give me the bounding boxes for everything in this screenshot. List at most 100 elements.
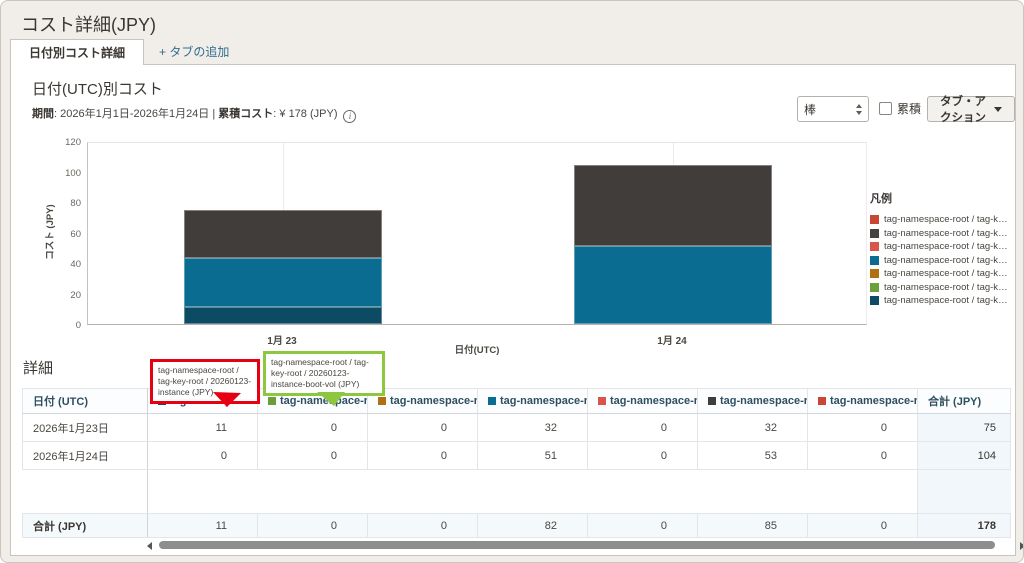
footer-value: 0: [807, 513, 918, 538]
legend-title: 凡例: [870, 193, 892, 205]
cell-value: 0: [587, 413, 698, 442]
legend-item[interactable]: tag-namespace-root / tag-ke…: [870, 240, 1016, 254]
annotation-arrow-red-icon: [213, 392, 241, 407]
tab-daily-cost-details[interactable]: 日付別コスト詳細: [10, 39, 145, 65]
cell-value: 0: [587, 441, 698, 470]
scrollbar-thumb[interactable]: [159, 541, 995, 549]
cell-row-total: 104: [917, 441, 1011, 470]
bar-segment[interactable]: [184, 307, 382, 324]
y-tick-label: 120: [65, 137, 81, 148]
footer-grand-total: 178: [917, 513, 1011, 538]
column-header-tag-label: tag-namespace-r…: [280, 395, 367, 407]
empty-cell: [147, 469, 258, 514]
footer-value: 0: [367, 513, 478, 538]
y-tick-label: 0: [75, 320, 81, 331]
cell-value: 51: [477, 441, 588, 470]
legend-swatch-icon: [870, 242, 879, 252]
cell-value: 0: [807, 413, 918, 442]
legend-swatch-icon: [870, 228, 879, 238]
detail-table: 日付 (UTC) tag-namespace-r… tag-namespace-r……: [22, 388, 1011, 538]
cost-panel-card: 日付(UTC)別コスト 期間: 2026年1月1日-2026年1月24日 | 累…: [10, 64, 1023, 556]
cumulative-control: 累積: [879, 100, 921, 117]
bar-segment[interactable]: [574, 246, 772, 324]
table-row: 2026年1月24日 0 0 0 51 0 53 0 104: [22, 441, 1011, 470]
legend-item[interactable]: tag-namespace-root / tag-ke…: [870, 254, 1016, 268]
bar-segment[interactable]: [574, 165, 772, 247]
column-header-tag: tag-namespace-r…: [587, 388, 698, 414]
annotation-callout-green: tag-namespace-root / tag-key-root / 2026…: [263, 351, 385, 396]
cell-value: 32: [477, 413, 588, 442]
chart-type-select[interactable]: 棒: [797, 96, 869, 122]
cell-row-total: 75: [917, 413, 1011, 442]
legend-item[interactable]: tag-namespace-root / tag-ke…: [870, 267, 1016, 281]
bar-segment[interactable]: [184, 209, 382, 259]
horizontal-scrollbar: [147, 539, 1023, 551]
empty-cell: [587, 469, 698, 514]
y-tick-label: 80: [70, 198, 81, 209]
empty-cell: [477, 469, 588, 514]
chart-type-value: 棒: [804, 102, 817, 117]
select-stepper-icon: [856, 103, 862, 115]
y-tick-label: 100: [65, 167, 81, 179]
legend-item-label: tag-namespace-root / tag-ke…: [884, 241, 1012, 253]
column-header-total: 合計 (JPY): [917, 388, 1011, 414]
empty-cell: [367, 469, 478, 514]
legend-swatch-icon: [870, 269, 879, 279]
column-swatch-icon: [708, 396, 716, 405]
x-axis-title: 日付(UTC): [454, 345, 500, 356]
period-label: 期間: [32, 108, 54, 120]
column-header-tag-label: tag-namespace-r…: [500, 395, 587, 407]
add-tab-label: + タブの追加: [159, 45, 230, 59]
empty-cell: [697, 469, 808, 514]
tab-strip: 日付別コスト詳細 + タブの追加: [1, 39, 1023, 65]
column-header-tag-label: tag-namespace-r…: [610, 395, 697, 407]
footer-value: 0: [587, 513, 698, 538]
scroll-left-icon[interactable]: [147, 542, 152, 550]
cell-value: 32: [697, 413, 808, 442]
legend-item[interactable]: tag-namespace-root / tag-ke…: [870, 227, 1016, 241]
info-icon[interactable]: i: [343, 110, 357, 123]
legend-item-label: tag-namespace-root / tag-ke…: [884, 281, 1012, 293]
x-tick-label: 1月 23: [267, 336, 297, 347]
cell-value: 0: [257, 441, 368, 470]
empty-cell: [917, 469, 1011, 514]
column-header-tag: tag-namespace-r…: [807, 388, 918, 414]
cumulative-cost-label: 累積コスト: [218, 108, 274, 120]
column-header-tag-label: tag-namespace-r…: [830, 395, 917, 407]
footer-label: 合計 (JPY): [22, 513, 148, 538]
x-tick-label: 1月 24: [657, 336, 687, 347]
empty-cell: [22, 469, 148, 514]
legend-swatch-icon: [870, 296, 879, 306]
legend-item-label: tag-namespace-root / tag-ke…: [884, 295, 1012, 307]
legend-swatch-icon: [870, 282, 879, 292]
tab-actions-label: タブ・アクション: [940, 96, 986, 124]
page-title: コスト詳細(JPY): [21, 15, 156, 35]
cumulative-label: 累積: [897, 102, 922, 116]
table-footer-row: 合計 (JPY) 11 0 0 82 0 85 0 178: [22, 513, 1011, 538]
legend-item[interactable]: tag-namespace-root / tag-ke…: [870, 281, 1016, 295]
column-swatch-icon: [378, 396, 386, 405]
empty-cell: [257, 469, 368, 514]
period-value: : 2026年1月1日-2026年1月24日 |: [54, 108, 219, 120]
column-header-tag: tag-namespace-r…: [477, 388, 588, 414]
cell-value: 0: [807, 441, 918, 470]
legend-item[interactable]: tag-namespace-root / tag-ke…: [870, 213, 1016, 227]
legend-item[interactable]: tag-namespace-root / tag-ke…: [870, 294, 1016, 308]
bar-segment[interactable]: [184, 258, 382, 308]
bar-chart-plot-area: [87, 142, 867, 325]
y-tick-label: 20: [70, 289, 81, 301]
chevron-down-icon: [994, 106, 1002, 112]
add-tab-button[interactable]: + タブの追加: [149, 39, 239, 64]
scroll-right-icon[interactable]: [1020, 542, 1023, 550]
cell-date: 2026年1月24日: [22, 441, 148, 470]
table-empty-space: [22, 469, 1011, 514]
footer-value: 85: [697, 513, 808, 538]
column-swatch-icon: [488, 396, 496, 405]
cumulative-checkbox[interactable]: [879, 102, 892, 115]
column-header-tag-label: tag-namespace-r…: [720, 395, 807, 407]
chart-section-heading: 日付(UTC)別コスト: [32, 81, 163, 98]
tab-actions-button[interactable]: タブ・アクション: [927, 96, 1015, 124]
cell-value: 0: [367, 441, 478, 470]
footer-value: 11: [147, 513, 258, 538]
table-row: 2026年1月23日 11 0 0 32 0 32 0 75: [22, 413, 1011, 442]
